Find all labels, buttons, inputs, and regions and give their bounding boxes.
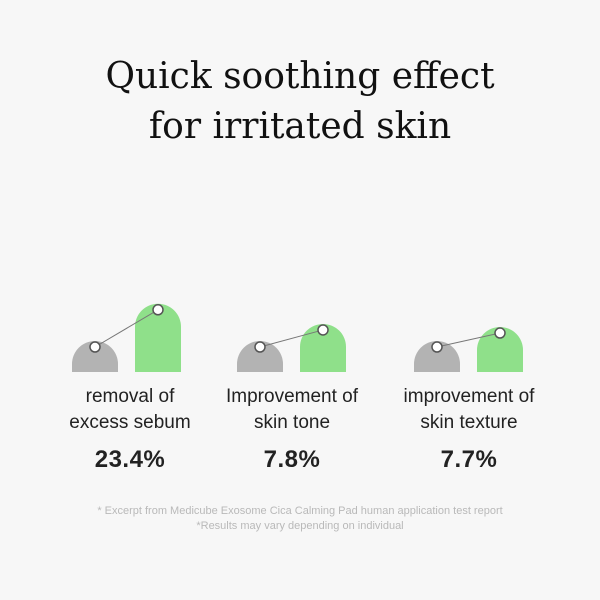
stat-label-line-1: improvement of — [403, 386, 535, 407]
stat-label-line-1: removal of — [85, 386, 175, 407]
footnote-source: * Excerpt from Medicube Exosome Cica Cal… — [97, 505, 503, 517]
before-bar — [237, 341, 283, 372]
after-bar — [477, 327, 523, 372]
stat-label-line-2: skin texture — [420, 412, 518, 433]
page-title: Quick soothing effect for irritated skin — [0, 52, 600, 152]
stat-label-line-2: skin tone — [253, 412, 331, 433]
trend-line — [94, 309, 159, 348]
trend-line — [259, 329, 324, 348]
stat-group-sebum: removal of excess sebum 23.4% — [40, 384, 220, 476]
before-bar — [414, 341, 460, 372]
stat-value: 23.4% — [94, 446, 166, 473]
stat-value: 7.7% — [440, 446, 498, 473]
after-bar — [135, 303, 181, 372]
title-line-1: Quick soothing effect — [105, 56, 495, 97]
before-marker — [254, 341, 266, 353]
after-marker — [152, 304, 164, 316]
stat-value: 7.8% — [263, 446, 321, 473]
stat-label-line-1: Improvement of — [226, 386, 358, 407]
stat-label-line-2: excess sebum — [69, 412, 191, 433]
before-marker — [431, 341, 443, 353]
before-marker — [89, 341, 101, 353]
after-marker — [494, 327, 506, 339]
trend-line — [436, 332, 501, 348]
stat-group-skin-texture: improvement of skin texture 7.7% — [379, 384, 559, 476]
after-marker — [317, 324, 329, 336]
title-line-2: for irritated skin — [148, 106, 452, 147]
stat-group-skin-tone: Improvement of skin tone 7.8% — [202, 384, 382, 476]
after-bar — [300, 323, 346, 372]
footnote-disclaimer: *Results may vary depending on individua… — [196, 520, 404, 532]
before-bar — [72, 341, 118, 372]
